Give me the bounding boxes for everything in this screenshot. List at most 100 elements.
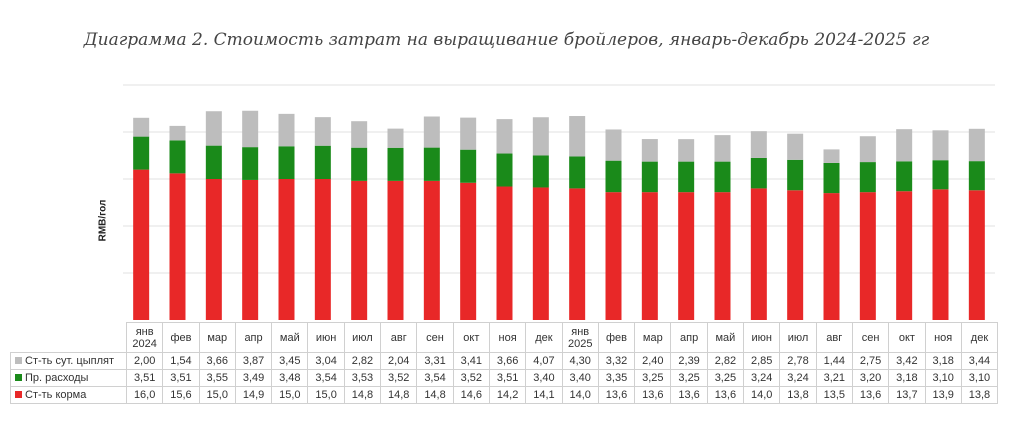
- category-label: май: [706, 322, 745, 353]
- bar-segment-2: [242, 110, 259, 148]
- table-row: Пр. расходы 3,51 3,51 3,55 3,49 3,48 3,54 3,53 3…: [10, 369, 999, 387]
- data-label: 3,18: [924, 352, 962, 370]
- category-label: мар: [198, 322, 236, 353]
- chart-title: Диаграмма 2. Стоимость затрат на выращив…: [83, 30, 930, 50]
- category-label: июл: [343, 322, 382, 353]
- category-label: сен: [416, 322, 454, 353]
- category-label: авг: [815, 322, 853, 353]
- data-label: 4,30: [561, 352, 599, 370]
- bar-segment-0: [896, 191, 913, 320]
- data-label: 3,32: [597, 352, 636, 370]
- category-label: май: [271, 322, 309, 353]
- data-label: 14,2: [488, 386, 527, 404]
- category-label: апр: [234, 322, 273, 353]
- data-label: 14,0: [743, 386, 781, 404]
- legend-label: Ст-ть сут. цыплят: [25, 355, 114, 367]
- bar-segment-2: [532, 117, 549, 156]
- data-label: 3,35: [597, 369, 636, 387]
- legend-label: Ст-ть корма: [25, 389, 87, 401]
- data-label: 13,8: [779, 386, 817, 404]
- bar-segment-1: [423, 147, 440, 181]
- bar-segment-2: [932, 130, 949, 161]
- bar-segment-0: [351, 180, 368, 320]
- legend-label: Пр. расходы: [25, 372, 89, 384]
- category-label: янв 2025: [561, 322, 599, 353]
- bar-segment-0: [968, 190, 985, 320]
- data-label: 3,87: [234, 352, 273, 370]
- data-label: 14,1: [525, 386, 563, 404]
- category-label: фев: [597, 322, 636, 353]
- category-label: дек: [525, 322, 563, 353]
- category-label: июл: [779, 322, 817, 353]
- category-label: сен: [851, 322, 890, 353]
- data-label: 13,5: [815, 386, 853, 404]
- bar-segment-0: [641, 192, 658, 320]
- bar-segment-1: [968, 161, 985, 191]
- table-row: Ст-ть корма 16,0 15,6 15,0 14,9 15,0 15,0 14,8 1…: [10, 386, 999, 404]
- data-label: 3,04: [307, 352, 345, 370]
- data-label: 3,54: [307, 369, 345, 387]
- data-label: 14,9: [234, 386, 273, 404]
- bar-segment-2: [605, 129, 622, 161]
- bar-segment-2: [133, 117, 150, 137]
- bar-segment-0: [569, 188, 586, 320]
- bar-segment-0: [169, 173, 186, 320]
- bar-segment-2: [823, 149, 840, 163]
- bar-segment-0: [823, 193, 840, 320]
- bar-segment-2: [423, 116, 440, 148]
- data-label: 3,53: [343, 369, 382, 387]
- data-label: 3,44: [960, 352, 999, 370]
- data-label: 14,8: [380, 386, 418, 404]
- data-label: 2,82: [343, 352, 382, 370]
- bar-segment-0: [387, 180, 404, 320]
- bar-segment-1: [714, 161, 731, 193]
- data-label: 3,10: [924, 369, 962, 387]
- category-label: ноя: [924, 322, 962, 353]
- table-corner: [11, 323, 127, 353]
- category-label: окт: [452, 322, 490, 353]
- bar-segment-2: [569, 116, 586, 157]
- data-label: 13,9: [924, 386, 962, 404]
- data-label: 3,24: [743, 369, 781, 387]
- data-label: 15,0: [307, 386, 345, 404]
- data-label: 3,66: [198, 352, 236, 370]
- data-label: 2,85: [743, 352, 781, 370]
- bar-segment-2: [496, 119, 513, 154]
- bar-segment-0: [460, 182, 477, 320]
- bar-segment-1: [351, 147, 368, 181]
- data-label: 3,54: [416, 369, 454, 387]
- bar-segment-1: [314, 145, 331, 179]
- data-label: 3,25: [706, 369, 745, 387]
- bar-segment-0: [205, 179, 222, 320]
- data-label: 2,82: [706, 352, 745, 370]
- category-label: фев: [162, 322, 200, 353]
- bar-segment-1: [859, 162, 876, 193]
- data-label: 13,8: [960, 386, 999, 404]
- data-label: 13,6: [706, 386, 745, 404]
- data-label: 2,00: [125, 352, 164, 370]
- data-label: 3,66: [488, 352, 527, 370]
- category-label: янв 2024: [125, 322, 164, 353]
- bar-segment-2: [314, 117, 331, 146]
- data-label: 3,25: [634, 369, 672, 387]
- category-label: апр: [670, 322, 708, 353]
- data-label: 2,40: [634, 352, 672, 370]
- bar-segment-2: [169, 125, 186, 141]
- data-label: 3,42: [888, 352, 926, 370]
- data-label: 1,44: [815, 352, 853, 370]
- y-axis-label: RMB/гол: [97, 199, 109, 242]
- bar-segment-1: [460, 149, 477, 183]
- data-label: 15,6: [162, 386, 200, 404]
- category-label: дек: [960, 322, 999, 353]
- data-label: 3,49: [234, 369, 273, 387]
- table-header-row: янв 2024 фев мар апр май июн июл авг сен окт ноя де…: [11, 322, 999, 353]
- data-label: 2,75: [851, 352, 890, 370]
- data-label: 3,45: [271, 352, 309, 370]
- data-label: 3,55: [198, 369, 236, 387]
- data-label: 3,52: [380, 369, 418, 387]
- legend-entry: Ст-ть сут. цыплят: [10, 352, 127, 370]
- bar-segment-1: [133, 136, 150, 170]
- bar-segment-2: [968, 128, 985, 162]
- bar-segment-2: [387, 128, 404, 148]
- data-label: 3,52: [452, 369, 490, 387]
